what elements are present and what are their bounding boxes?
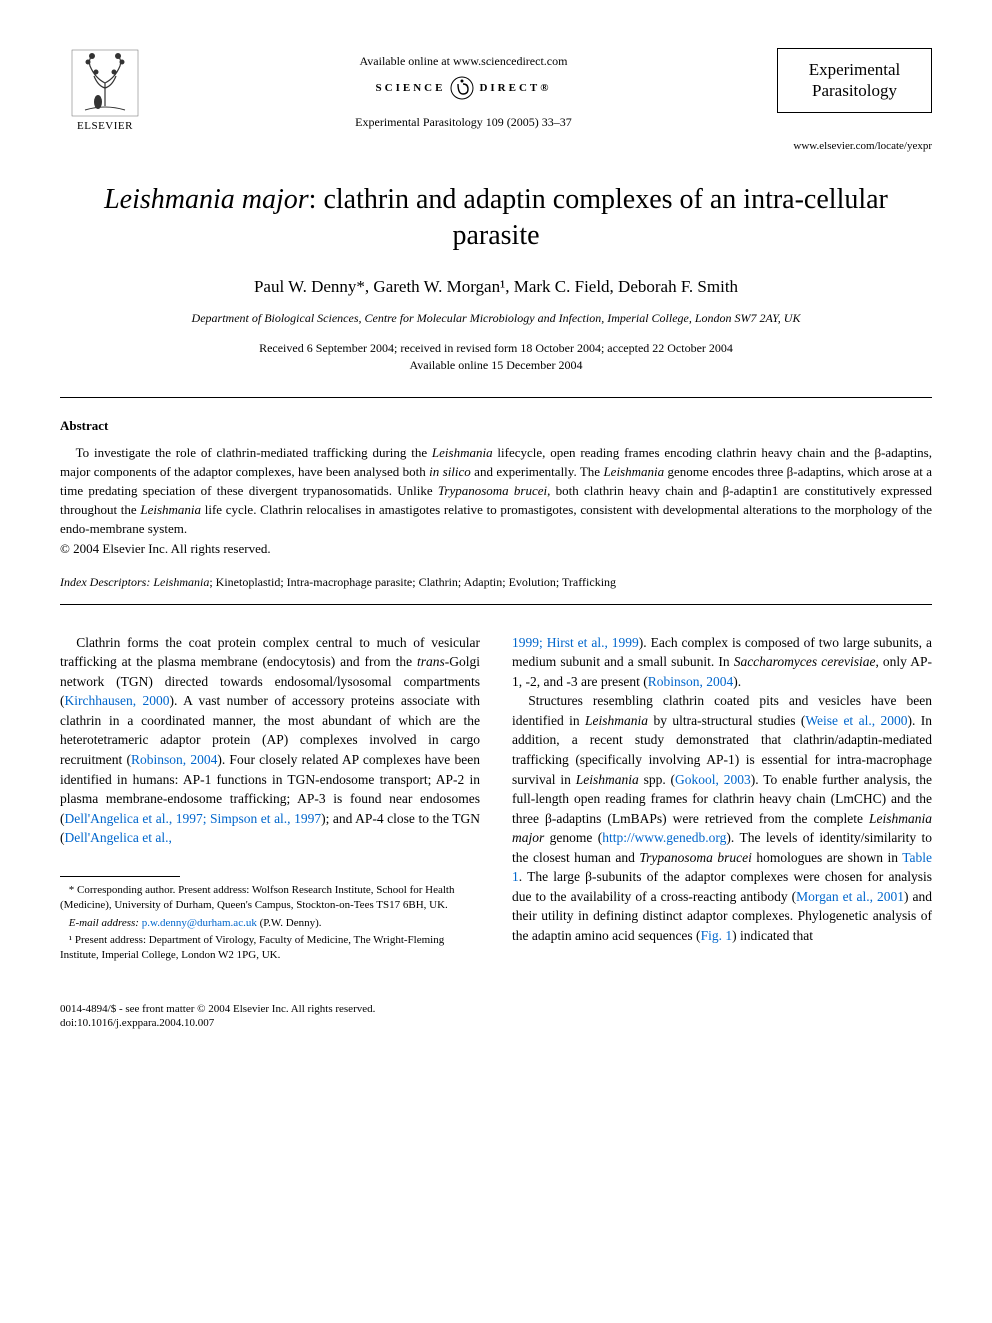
elsevier-tree-icon <box>70 48 140 118</box>
body-columns: Clathrin forms the coat protein complex … <box>60 633 932 966</box>
article-dates: Received 6 September 2004; received in r… <box>60 340 932 374</box>
rule-below-keywords <box>60 604 932 605</box>
title-italic: Leishmania major <box>104 184 309 215</box>
col1-para1: Clathrin forms the coat protein complex … <box>60 633 480 848</box>
footer-line2: doi:10.1016/j.exppara.2004.10.007 <box>60 1016 932 1030</box>
journal-title-box: Experimental Parasitology <box>777 48 932 113</box>
email-label: E-mail address: <box>69 917 142 929</box>
available-online-text: Available online at www.sciencedirect.co… <box>150 54 777 69</box>
journal-box-line1: Experimental <box>792 59 917 80</box>
figure-link[interactable]: Fig. 1 <box>701 928 733 943</box>
email-link[interactable]: p.w.denny@durham.ac.uk <box>142 917 257 929</box>
abstract-heading: Abstract <box>60 418 932 434</box>
keywords-label: Index Descriptors: <box>60 575 153 589</box>
citation-link[interactable]: Morgan et al., 2001 <box>796 889 904 904</box>
abstract-copyright: © 2004 Elsevier Inc. All rights reserved… <box>60 541 932 557</box>
citation-link[interactable]: 1999; Hirst et al., 1999 <box>512 635 639 650</box>
affiliation: Department of Biological Sciences, Centr… <box>60 311 932 326</box>
footnotes: * Corresponding author. Present address:… <box>60 883 480 964</box>
keywords-rest: ; Kinetoplastid; Intra-macrophage parasi… <box>209 575 616 589</box>
sd-right: DIRECT® <box>479 82 551 94</box>
left-column: Clathrin forms the coat protein complex … <box>60 633 480 966</box>
col2-para1: 1999; Hirst et al., 1999). Each complex … <box>512 633 932 692</box>
journal-reference: Experimental Parasitology 109 (2005) 33–… <box>150 115 777 130</box>
publisher-name: ELSEVIER <box>77 120 133 132</box>
citation-link[interactable]: Kirchhausen, 2000 <box>65 693 170 708</box>
abstract-text: To investigate the role of clathrin-medi… <box>60 444 932 538</box>
article-title: Leishmania major: clathrin and adaptin c… <box>60 182 932 255</box>
rule-above-abstract <box>60 397 932 398</box>
sciencedirect-logo: SCIENCE DIRECT® <box>376 75 552 101</box>
right-column: 1999; Hirst et al., 1999). Each complex … <box>512 633 932 966</box>
page-footer: 0014-4894/$ - see front matter © 2004 El… <box>60 1002 932 1031</box>
keywords-italic: Leishmania <box>153 575 209 589</box>
authors: Paul W. Denny*, Gareth W. Morgan¹, Mark … <box>60 277 932 297</box>
citation-link[interactable]: Robinson, 2004 <box>131 752 217 767</box>
footer-line1: 0014-4894/$ - see front matter © 2004 El… <box>60 1002 932 1016</box>
journal-box-line2: Parasitology <box>792 80 917 101</box>
sd-d-icon <box>449 75 475 101</box>
locate-url: www.elsevier.com/locate/yexpr <box>60 140 932 152</box>
email-suffix: (P.W. Denny). <box>257 917 322 929</box>
citation-link[interactable]: Robinson, 2004 <box>648 674 734 689</box>
sd-left: SCIENCE <box>376 82 446 94</box>
index-descriptors: Index Descriptors: Leishmania; Kinetopla… <box>60 575 932 590</box>
col2-para2: Structures resembling clathrin coated pi… <box>512 691 932 945</box>
citation-link[interactable]: Dell'Angelica et al., 1997; Simpson et a… <box>65 811 322 826</box>
citation-link[interactable]: Dell'Angelica et al., <box>65 830 172 845</box>
citation-link[interactable]: Weise et al., 2000 <box>805 713 907 728</box>
center-header: Available online at www.sciencedirect.co… <box>150 48 777 130</box>
present-address-note: ¹ Present address: Department of Virolog… <box>60 933 480 964</box>
title-rest: : clathrin and adaptin complexes of an i… <box>309 184 888 251</box>
citation-link[interactable]: Gokool, 2003 <box>675 772 751 787</box>
footnote-rule <box>60 876 180 877</box>
dates-line1: Received 6 September 2004; received in r… <box>60 340 932 357</box>
dates-line2: Available online 15 December 2004 <box>60 357 932 374</box>
email-line: E-mail address: p.w.denny@durham.ac.uk (… <box>60 916 480 931</box>
corresponding-author-note: * Corresponding author. Present address:… <box>60 883 480 914</box>
external-link[interactable]: http://www.genedb.org <box>602 830 726 845</box>
publisher-block: ELSEVIER <box>60 48 150 132</box>
abstract-section: Abstract To investigate the role of clat… <box>60 418 932 556</box>
page-header: ELSEVIER Available online at www.science… <box>60 48 932 132</box>
